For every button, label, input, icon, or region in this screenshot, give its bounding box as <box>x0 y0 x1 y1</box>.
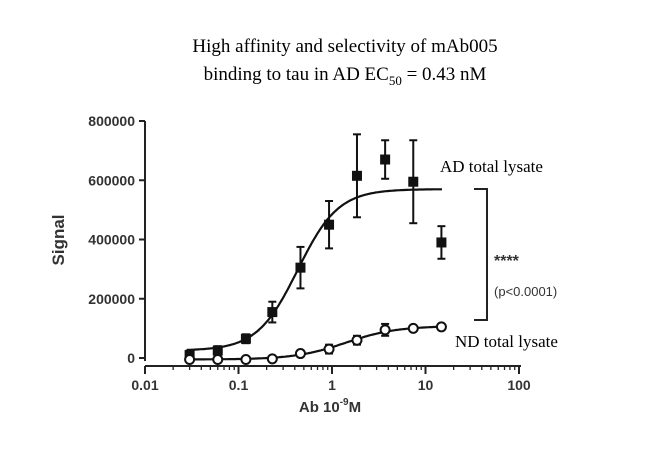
x-label-sup: -9 <box>340 397 349 408</box>
data-point-ad <box>408 176 419 187</box>
data-point-ad <box>295 262 306 273</box>
significance-bracket <box>474 188 488 321</box>
axes: 0 200000 400000 600000 800000 0.01 0.1 1 10 100 <box>88 113 531 393</box>
title-suffix: = 0.43 nM <box>402 64 487 85</box>
data-point-ad <box>351 170 362 181</box>
p-value-label: (p<0.0001) <box>494 284 557 299</box>
chart-title-line1: High affinity and selectivity of mAb005 <box>192 36 497 57</box>
data-point-nd <box>294 348 306 360</box>
x-tick-label: 100 <box>507 377 531 393</box>
x-axis-label: Ab 10-9M <box>299 397 361 416</box>
data-point-ad <box>436 237 447 248</box>
x-tick-label: 0.01 <box>131 377 158 393</box>
data-point-nd <box>184 353 196 365</box>
legend-nd-total-lysate: ND total lysate <box>455 332 558 351</box>
data-point-nd <box>323 343 335 355</box>
plot-marks <box>184 133 447 365</box>
legend-ad-total-lysate: AD total lysate <box>440 157 543 176</box>
title-text: binding to tau in AD EC <box>204 64 389 85</box>
x-label-text: Ab 10 <box>299 399 340 416</box>
y-tick-label: 800000 <box>88 113 135 129</box>
data-point-nd <box>240 353 252 365</box>
title-subscript: 50 <box>389 73 402 88</box>
data-point-ad <box>240 333 251 344</box>
data-point-nd <box>266 353 278 365</box>
fit-curve-nd <box>186 325 443 361</box>
data-point-ad <box>212 345 223 356</box>
x-label-unit: M <box>349 399 362 416</box>
y-axis-label: Signal <box>49 214 68 265</box>
x-tick-label: 0.1 <box>229 377 249 393</box>
y-tick-label: 600000 <box>88 172 135 188</box>
significance-stars: **** <box>494 253 520 270</box>
data-point-ad <box>324 219 335 230</box>
x-tick-label: 1 <box>328 377 336 393</box>
data-point-nd <box>407 322 419 334</box>
chart-title-line2: binding to tau in AD EC50 = 0.43 nM <box>204 64 487 88</box>
data-point-ad <box>380 154 391 165</box>
y-tick-label: 400000 <box>88 232 135 248</box>
y-tick-label: 200000 <box>88 291 135 307</box>
data-point-nd <box>435 321 447 333</box>
data-point-nd <box>379 324 391 336</box>
data-point-nd <box>351 334 363 346</box>
x-tick-label: 10 <box>418 377 434 393</box>
fit-curve-ad <box>186 188 442 351</box>
y-tick-label: 0 <box>127 350 135 366</box>
data-point-nd <box>212 353 224 365</box>
data-point-ad <box>267 307 278 318</box>
